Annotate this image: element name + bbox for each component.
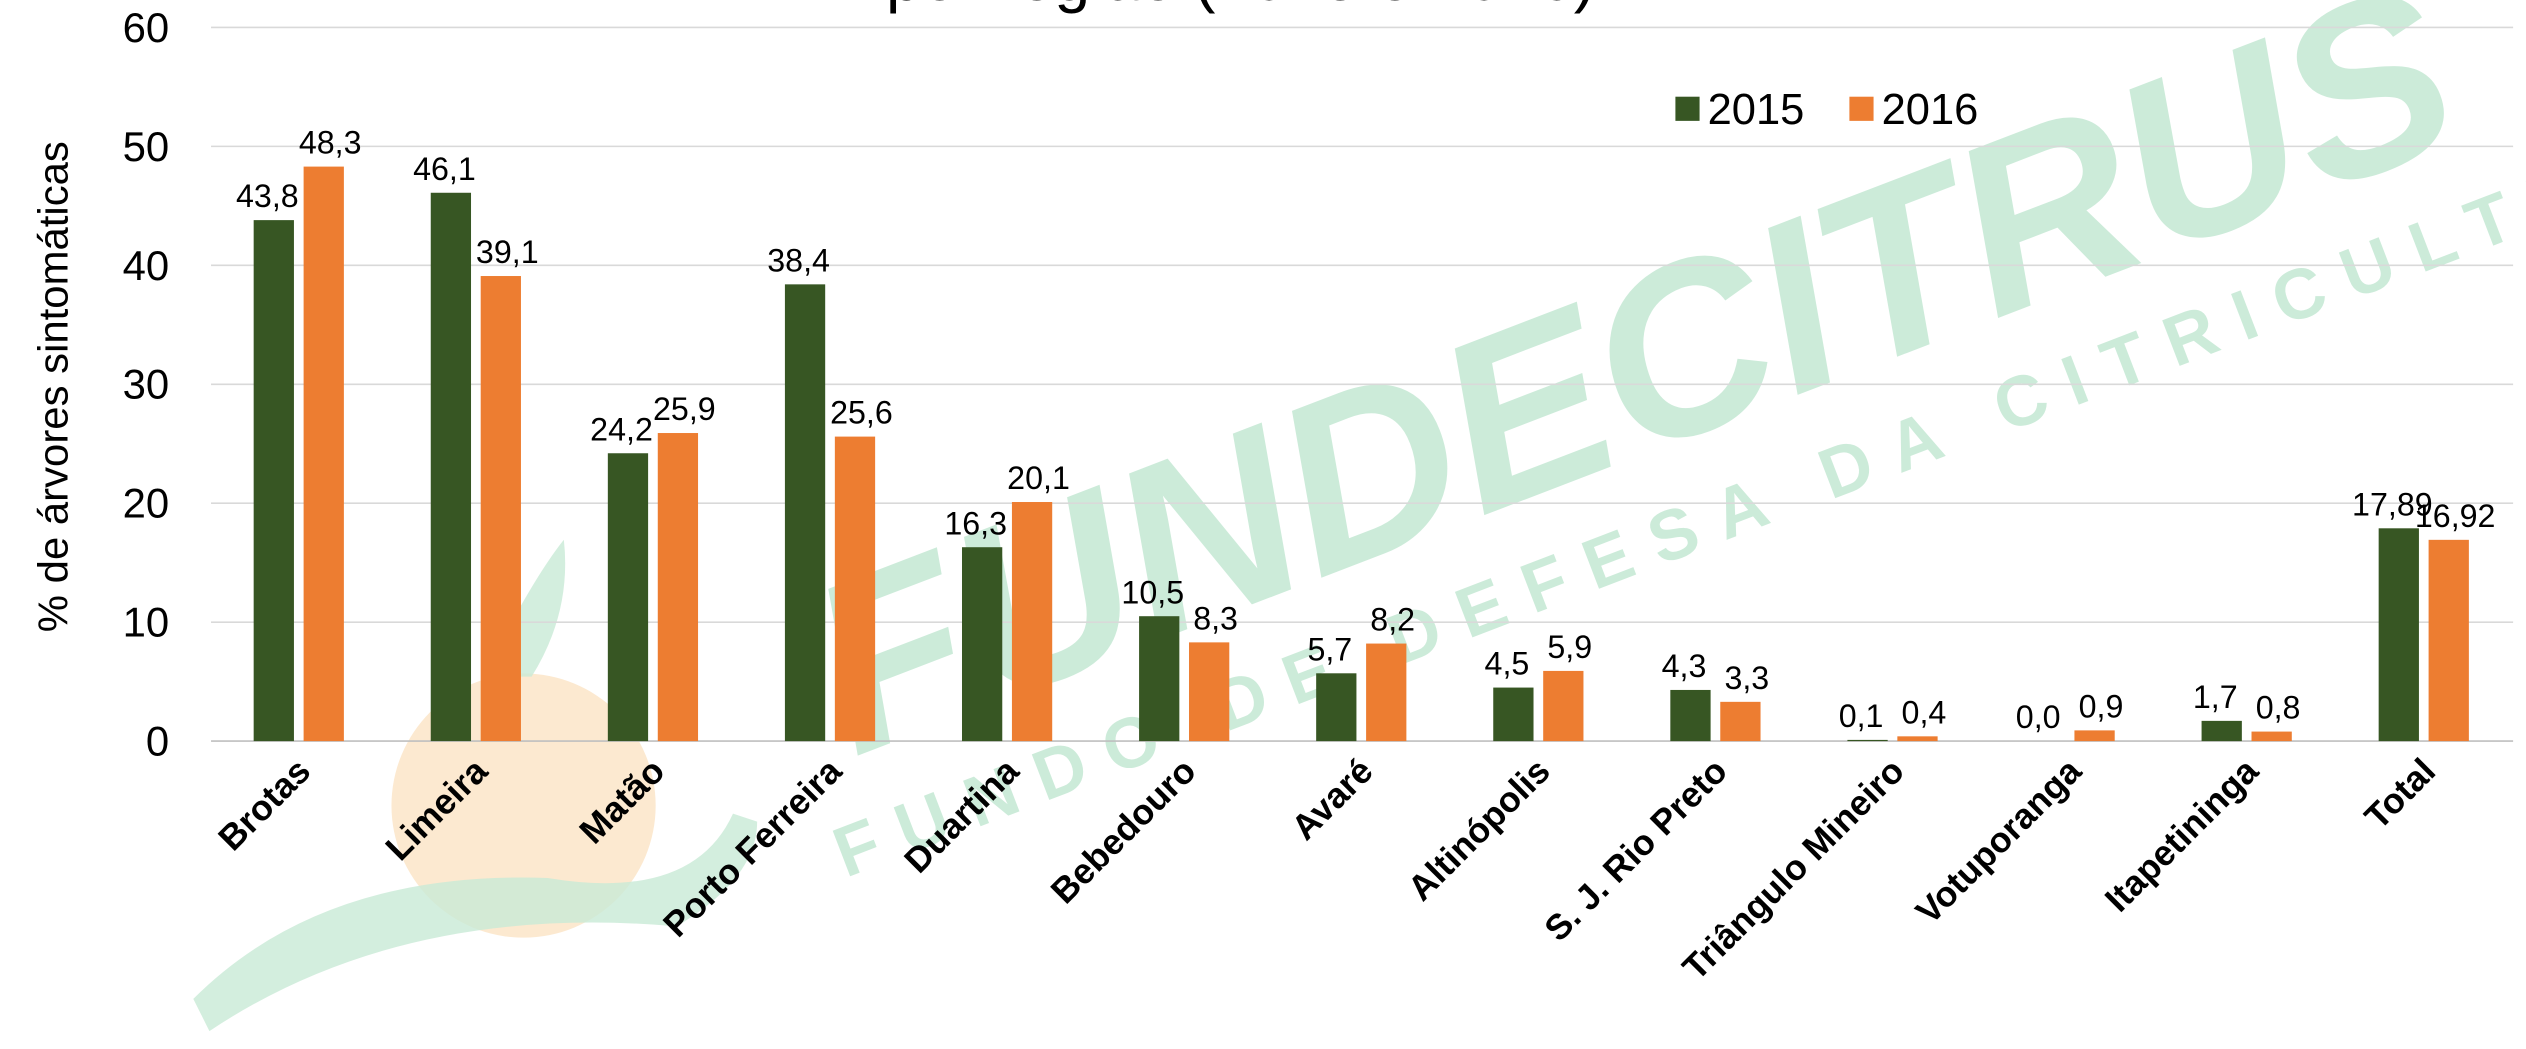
y-tick-label: 50 — [123, 123, 170, 170]
bar — [1366, 643, 1407, 742]
value-label: 4,5 — [1485, 646, 1530, 682]
x-tick-label: Itapetininga — [2097, 750, 2266, 919]
legend-label: 2016 — [1882, 86, 1979, 134]
value-label: 17,89 — [2352, 486, 2433, 522]
bar — [2428, 539, 2469, 742]
x-tick-label: Votuporanga — [1908, 750, 2089, 931]
bar — [784, 284, 826, 742]
y-tick-label: 30 — [123, 361, 170, 408]
bar — [2201, 720, 2242, 742]
bar — [1720, 701, 1761, 742]
bar — [2251, 731, 2292, 742]
y-tick-label: 60 — [123, 4, 170, 51]
value-label: 46,1 — [413, 151, 476, 187]
bar — [430, 192, 472, 742]
legend-swatch — [1849, 96, 1874, 121]
value-label: 24,2 — [590, 411, 653, 447]
bar — [1670, 689, 1711, 742]
value-label: 16,92 — [2415, 498, 2496, 534]
value-label: 39,1 — [476, 234, 539, 270]
value-label: 48,3 — [299, 125, 362, 161]
y-tick-label: 40 — [123, 242, 170, 289]
y-tick-label: 20 — [123, 480, 170, 527]
bar — [253, 220, 294, 742]
bar — [1847, 739, 1888, 742]
bar — [961, 547, 1003, 742]
y-tick-label: 10 — [123, 599, 170, 646]
y-tick-label: 0 — [146, 718, 169, 765]
bar — [2378, 528, 2419, 742]
chart-title: por região (2015 e 2016) — [886, 0, 1595, 14]
value-label: 4,3 — [1662, 648, 1707, 684]
value-label: 25,9 — [653, 391, 716, 427]
bar — [1493, 687, 1534, 742]
bar — [834, 436, 876, 742]
bar — [303, 166, 344, 742]
bar — [480, 276, 521, 742]
bar — [1189, 642, 1230, 742]
x-tick-label: S. J. Rio Preto — [1537, 751, 1735, 949]
bar — [1316, 673, 1357, 742]
x-tick-label: Altinópolis — [1400, 751, 1558, 909]
value-label: 5,7 — [1307, 631, 1352, 667]
x-tick-label: Total — [2357, 751, 2443, 837]
legend-swatch — [1675, 96, 1700, 121]
value-label: 43,8 — [236, 178, 299, 214]
value-label: 0,9 — [2079, 688, 2124, 724]
value-label: 25,6 — [830, 395, 893, 431]
value-label: 38,4 — [767, 242, 830, 278]
value-label: 0,8 — [2256, 690, 2301, 726]
x-tick-label: Brotas — [210, 751, 318, 859]
value-label: 0,1 — [1839, 698, 1884, 734]
bar — [657, 433, 699, 742]
value-label: 20,1 — [1007, 460, 1070, 496]
value-label: 0,0 — [2016, 699, 2061, 735]
bar — [1543, 670, 1584, 742]
value-label: 8,3 — [1193, 600, 1238, 636]
bar — [1139, 616, 1180, 742]
value-label: 8,2 — [1370, 602, 1415, 638]
value-label: 3,3 — [1724, 660, 1769, 696]
value-label: 0,4 — [1902, 694, 1947, 730]
bar — [1897, 736, 1938, 742]
x-tick-label: Avaré — [1284, 751, 1381, 848]
bar — [1011, 502, 1053, 742]
y-axis-label: % de árvores sintomáticas — [30, 141, 77, 632]
value-label: 16,3 — [944, 505, 1007, 541]
watermark-swoosh — [193, 813, 758, 1032]
value-label: 1,7 — [2193, 679, 2238, 715]
bar — [2074, 730, 2115, 742]
legend-label: 2015 — [1708, 86, 1805, 134]
value-label: 10,5 — [1121, 574, 1184, 610]
bar — [607, 453, 649, 742]
x-tick-label: Porto Ferreira — [655, 750, 849, 944]
value-label: 5,9 — [1547, 629, 1592, 665]
